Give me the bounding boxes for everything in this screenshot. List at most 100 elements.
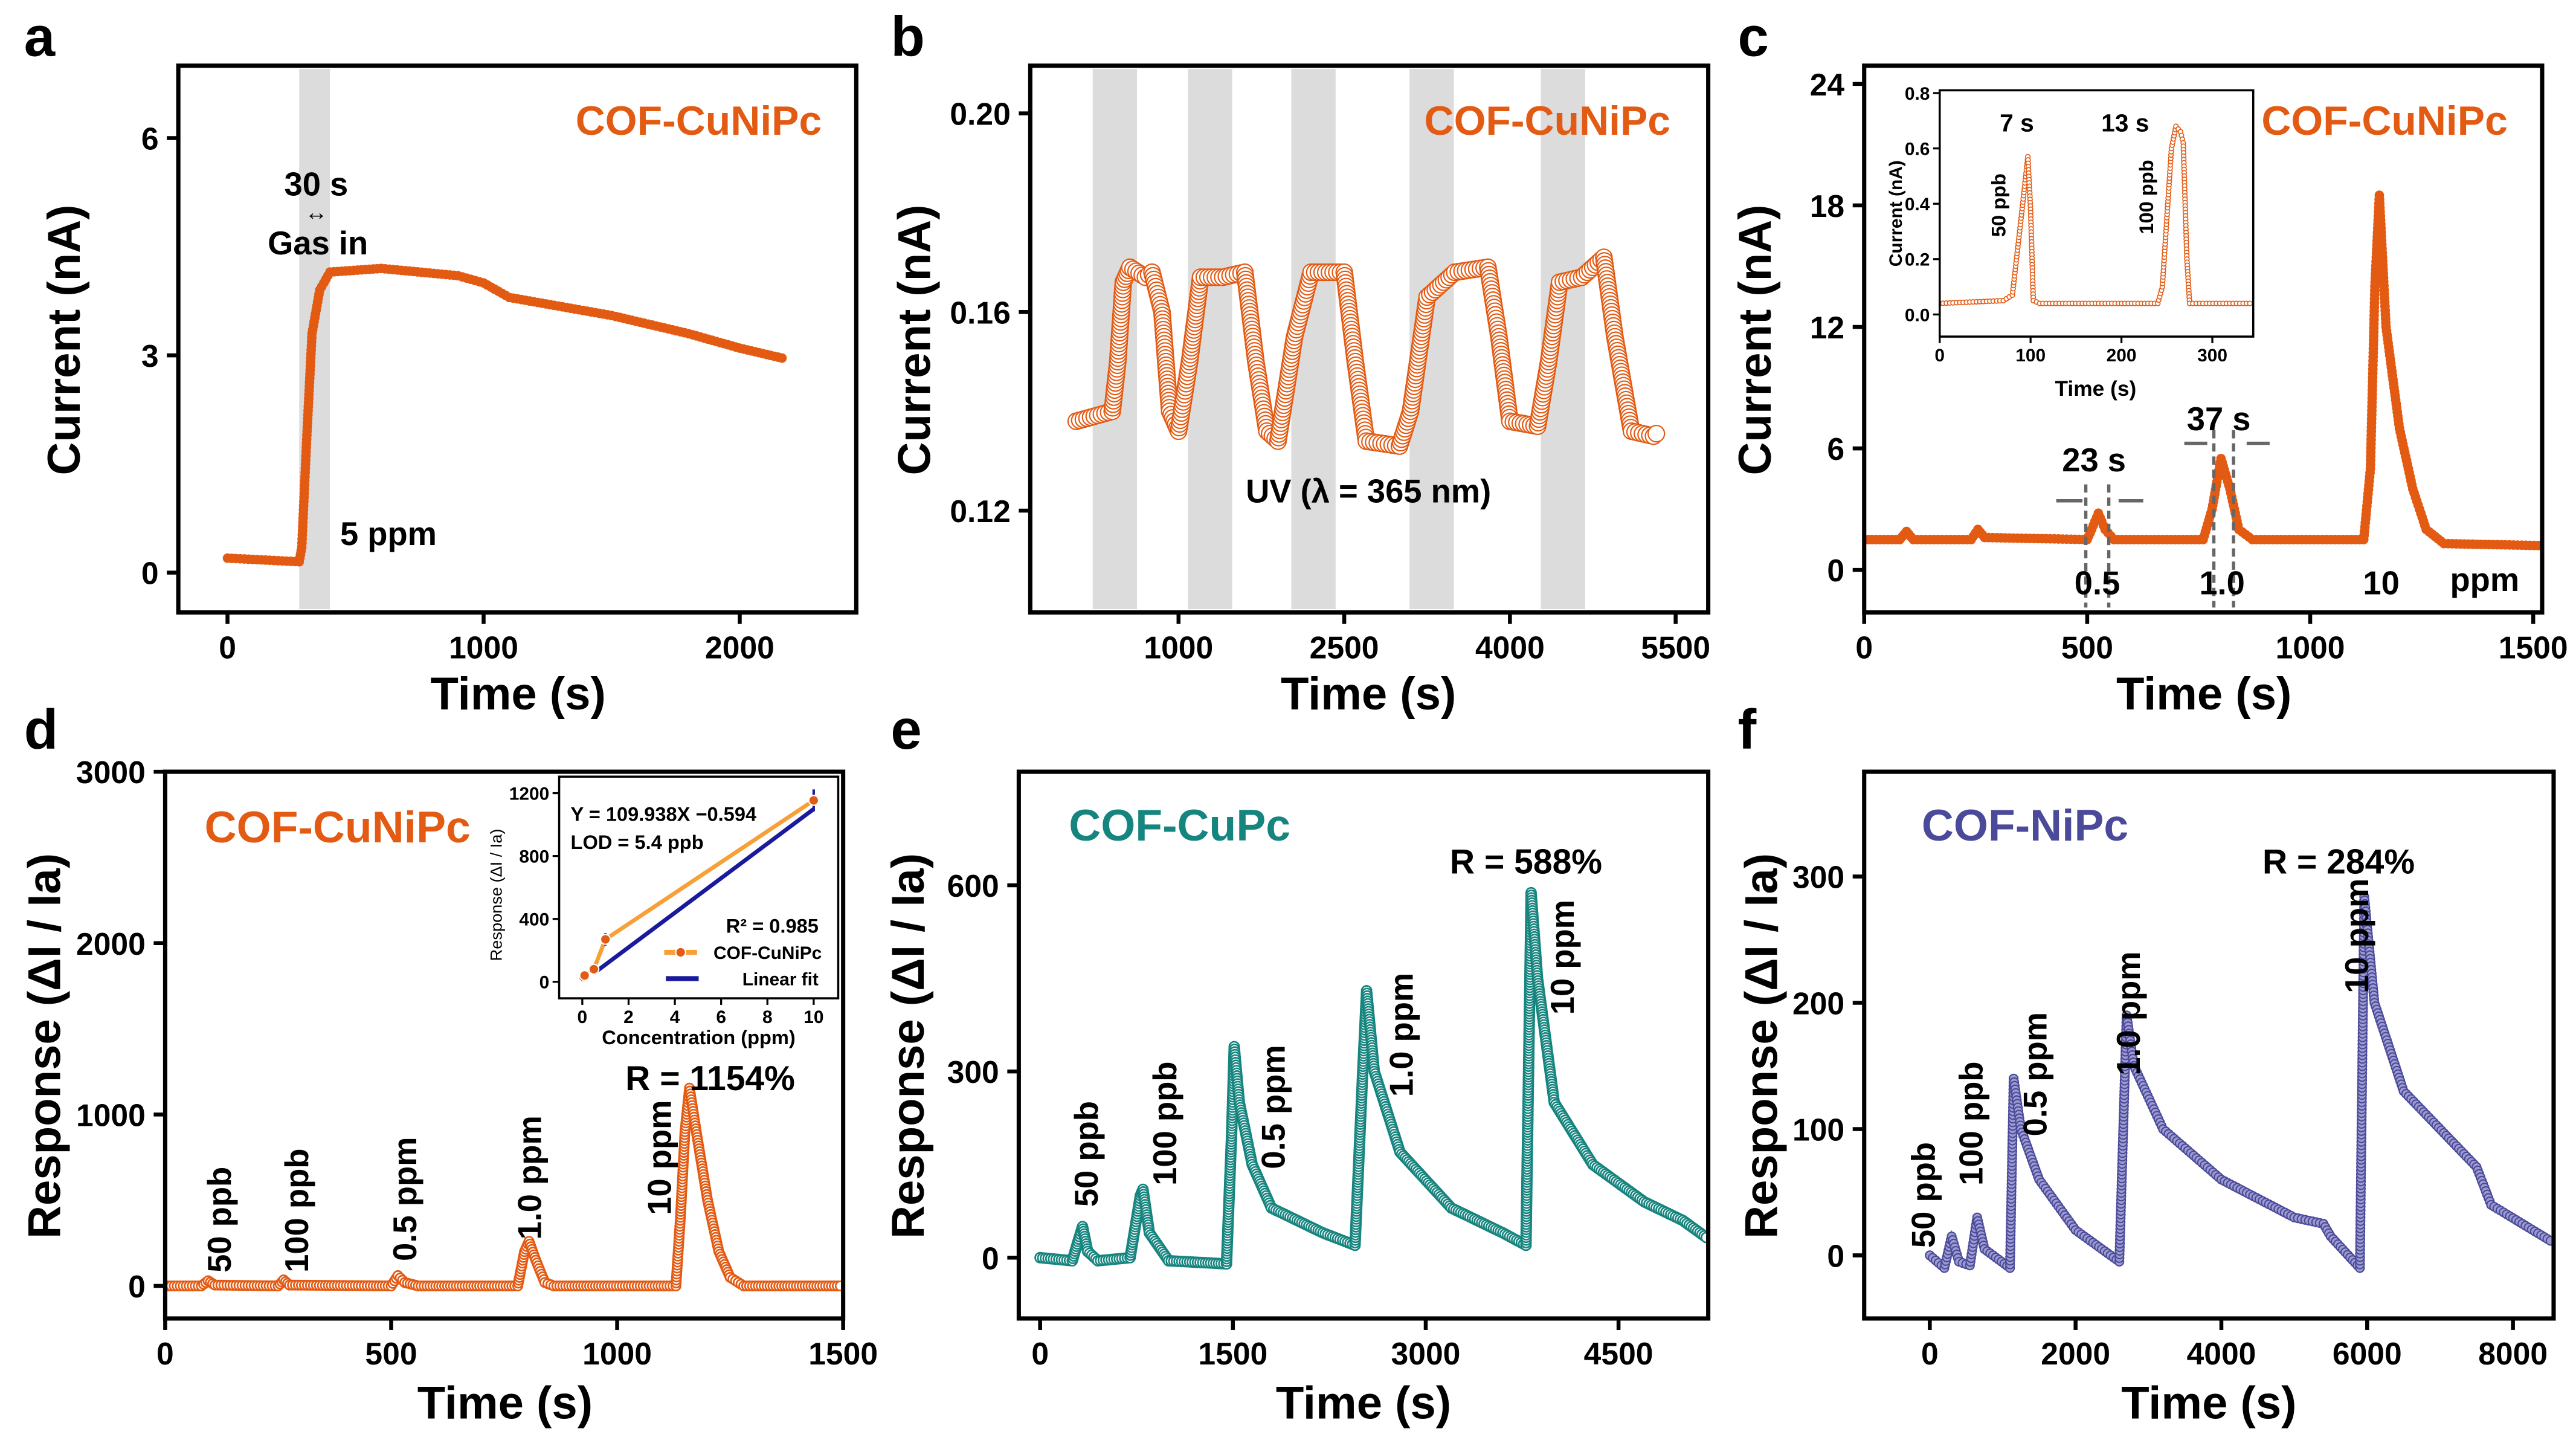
x-tick-label: 8 bbox=[762, 1007, 773, 1027]
y-tick-label: 100 bbox=[1792, 1112, 1844, 1147]
max-response-label-d: R = 1154% bbox=[625, 1059, 795, 1098]
y-tick-label: 0 bbox=[1827, 1238, 1844, 1273]
concentration-label-e-1: 100 ppb bbox=[1147, 1062, 1183, 1186]
x-tick-label: 8000 bbox=[2478, 1336, 2548, 1371]
y-tick-label: 18 bbox=[1810, 189, 1844, 224]
plot-frame bbox=[163, 769, 846, 1321]
sample-name-d: COF-CuNiPc bbox=[205, 802, 471, 852]
sample-name-c: COF-CuNiPc bbox=[2261, 98, 2508, 144]
y-tick-label: 6 bbox=[1827, 431, 1844, 467]
duration-label-a: 30 s bbox=[285, 166, 349, 202]
x-tick-label: 5500 bbox=[1641, 630, 1710, 665]
unit-label-ppm: ppm bbox=[2450, 561, 2520, 598]
data-point bbox=[2247, 300, 2253, 306]
response-time-label-05: 23 s bbox=[2062, 442, 2126, 479]
chart-e: 0 1500 3000 4500 0 300 600 bbox=[947, 769, 1711, 1371]
x-tick-label: 500 bbox=[2061, 630, 2113, 665]
x-tick-label: 2000 bbox=[2041, 1336, 2110, 1371]
x-tick-label: 1000 bbox=[1144, 630, 1213, 665]
y-tick-label: 0.0 bbox=[1905, 305, 1930, 325]
concentration-label-f-4: 10 ppm bbox=[2339, 879, 2375, 993]
y-tick-label: 0 bbox=[1827, 553, 1844, 588]
x-tick-label: 4500 bbox=[1584, 1336, 1653, 1371]
x-tick-label: 0 bbox=[156, 1336, 174, 1371]
plot-frame bbox=[558, 775, 840, 999]
y-tick-label: 3 bbox=[141, 338, 159, 373]
sample-name-b: COF-CuNiPc bbox=[1425, 98, 1671, 144]
chart-c-inset: 0 100 200 300 0.0 0.2 0.4 0.6 0.8 bbox=[1905, 84, 2255, 366]
chart-f: 0 2000 4000 6000 8000 0 100 200 300 bbox=[1792, 769, 2556, 1371]
y-tick-label: 0 bbox=[141, 556, 159, 591]
panel-letter-a: a bbox=[24, 5, 56, 68]
y-tick-label: 24 bbox=[1810, 67, 1845, 102]
legend-label-fit: Linear fit bbox=[742, 969, 819, 989]
concentration-label-d-3: 1.0 ppm bbox=[512, 1116, 549, 1239]
y-tick-label: 6 bbox=[141, 121, 159, 157]
x-axis-label-f: Time (s) bbox=[2121, 1378, 2296, 1429]
max-response-label-f: R = 284% bbox=[2262, 843, 2415, 882]
x-axis-label-e: Time (s) bbox=[1276, 1378, 1451, 1429]
panel-letter-d: d bbox=[24, 698, 58, 761]
y-tick-label: 2000 bbox=[76, 926, 146, 961]
chart-d-inset: 0 2 4 6 8 10 0 400 800 1200 bbox=[509, 775, 840, 1027]
plot-frame bbox=[1862, 769, 2556, 1321]
y-tick-label: 0.12 bbox=[950, 494, 1010, 529]
data-point bbox=[808, 795, 820, 806]
y-tick-label: 400 bbox=[519, 910, 549, 930]
inset-background bbox=[1939, 90, 2253, 337]
r-squared-label: R² = 0.985 bbox=[726, 914, 819, 937]
x-tick-label: 0 bbox=[219, 630, 236, 665]
x-tick-label: 4000 bbox=[1475, 630, 1545, 665]
y-tick-label: 300 bbox=[947, 1054, 999, 1090]
x-tick-label: 4000 bbox=[2187, 1336, 2256, 1371]
legend-label-data: COF-CuNiPc bbox=[713, 943, 822, 963]
y-tick-label: 300 bbox=[1792, 860, 1844, 895]
y-tick-label: 1000 bbox=[76, 1097, 146, 1132]
x-tick-label: 1500 bbox=[1198, 1336, 1267, 1371]
x-tick-label: 2500 bbox=[1310, 630, 1379, 665]
sample-name-e: COF-CuPc bbox=[1069, 801, 1290, 850]
concentration-label-e-0: 50 ppb bbox=[1068, 1101, 1105, 1207]
plot-frame bbox=[176, 63, 858, 615]
chart-b: 1000 2500 4000 5500 0.12 0.16 0.20 bbox=[950, 63, 1711, 665]
x-axis-label-b: Time (s) bbox=[1281, 668, 1456, 720]
inset-x-axis-label-c: Time (s) bbox=[2055, 377, 2136, 401]
data-point bbox=[588, 963, 600, 975]
concentration-label-d-2: 0.5 ppm bbox=[387, 1137, 423, 1261]
x-tick-label: 0 bbox=[1934, 346, 1945, 366]
sample-name-f: COF-NiPc bbox=[1922, 801, 2128, 850]
uv-label: UV (λ = 365 nm) bbox=[1246, 473, 1491, 509]
data-point bbox=[1647, 424, 1666, 443]
linear-fit-line bbox=[592, 807, 815, 975]
concentration-label-f-2: 0.5 ppm bbox=[2017, 1012, 2053, 1136]
y-tick-label: 0.6 bbox=[1905, 139, 1930, 159]
inset-y-axis-label-c: Current (nA) bbox=[1886, 160, 1906, 266]
y-tick-label: 0 bbox=[539, 973, 550, 993]
y-tick-label: 0 bbox=[982, 1241, 999, 1276]
panel-letter-c: c bbox=[1738, 5, 1769, 68]
x-tick-label: 2 bbox=[623, 1007, 634, 1027]
y-axis-label-a: Current (nA) bbox=[39, 204, 90, 475]
max-response-label-e: R = 588% bbox=[1450, 843, 1602, 882]
x-tick-label: 10 bbox=[803, 1007, 823, 1027]
panel-letter-b: b bbox=[890, 5, 924, 68]
y-tick-label: 0.4 bbox=[1905, 195, 1930, 215]
inset-label-50ppb: 50 ppb bbox=[1987, 173, 2009, 237]
x-tick-label: 1500 bbox=[2499, 630, 2568, 665]
y-axis-label-d: Response (ΔI / Ia) bbox=[19, 853, 71, 1239]
fit-equation: Y = 109.938X −0.594 bbox=[571, 803, 757, 825]
response-time-markers-c bbox=[2056, 430, 2270, 608]
lod-label: LOD = 5.4 ppb bbox=[571, 831, 704, 853]
sample-name-a: COF-CuNiPc bbox=[576, 98, 822, 144]
x-tick-label: 1000 bbox=[2276, 630, 2345, 665]
x-axis-label-d: Time (s) bbox=[417, 1378, 593, 1429]
y-axis-label-b: Current (nA) bbox=[889, 204, 941, 475]
concentration-label-e-3: 1.0 ppm bbox=[1383, 973, 1420, 1097]
y-tick-label: 800 bbox=[519, 847, 549, 867]
y-axis-label-e: Response (ΔI / Ia) bbox=[883, 853, 934, 1239]
y-tick-label: 0.2 bbox=[1905, 250, 1930, 270]
x-axis-label-c: Time (s) bbox=[2116, 668, 2291, 720]
plot-frame bbox=[1016, 769, 1711, 1321]
